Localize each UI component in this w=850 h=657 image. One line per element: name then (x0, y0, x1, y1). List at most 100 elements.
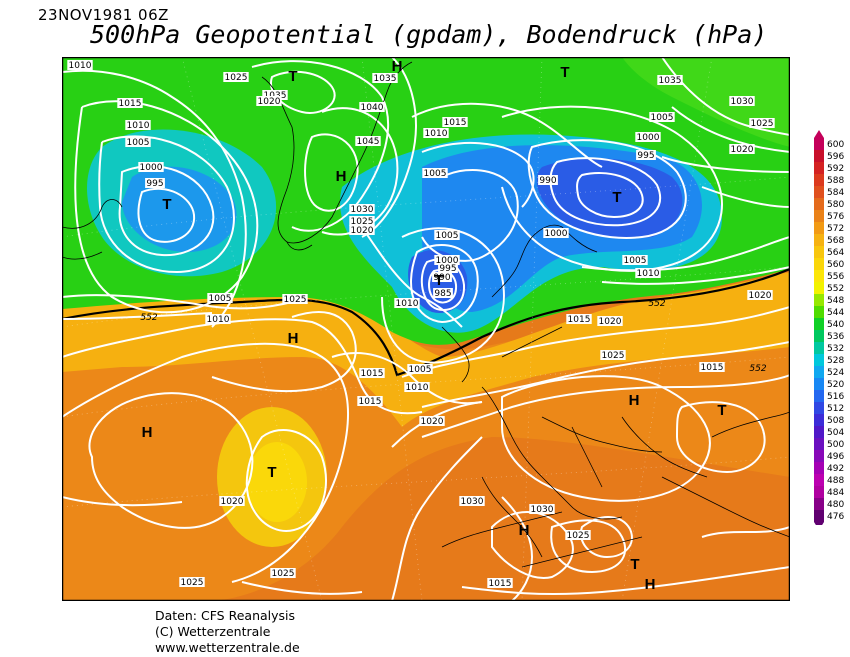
legend-level-label: 528 (827, 356, 844, 366)
legend-level-label: 536 (827, 332, 844, 342)
isobar-label: 1010 (425, 129, 448, 139)
footer-website: www.wetterzentrale.de (155, 640, 300, 655)
isobar-label-bg (729, 96, 755, 106)
legend-swatch (814, 414, 824, 426)
isobar-label: 1000 (637, 133, 660, 143)
isobar-label: 1025 (225, 73, 248, 83)
legend-swatch (814, 366, 824, 378)
isobar-label-bg (433, 288, 453, 298)
contour-552-label: 552 (140, 313, 157, 323)
isobar-label-bg (270, 568, 296, 578)
isobar-label: 995 (439, 264, 456, 274)
legend-level-label: 596 (827, 152, 844, 162)
isobar-label-bg (125, 120, 151, 130)
pressure-high-atlantic-west: H (142, 424, 153, 441)
isobar-label-bg (282, 294, 308, 304)
legend-level-label: 520 (827, 380, 844, 390)
isobar-label-bg (145, 178, 165, 188)
isobar-label-bg (355, 136, 381, 146)
isobar-label-bg (438, 263, 458, 273)
legend-level-label: 556 (827, 272, 844, 282)
isobar-label-bg (729, 144, 755, 154)
isobar-label-bg (262, 90, 288, 100)
legend-swatch (814, 174, 824, 186)
isobar-label: 1015 (568, 315, 591, 325)
chart-title: 500hPa Geopotential (gpdam), Bodendruck … (90, 20, 768, 49)
pressure-low-baffin: T (288, 68, 297, 85)
isobar-label-bg (372, 73, 398, 83)
isobar-label: 1000 (545, 229, 568, 239)
legend-level-label: 580 (827, 200, 844, 210)
isobar-label: 1025 (567, 531, 590, 541)
isobar-label: 1035 (374, 74, 397, 84)
legend-level-label: 500 (827, 440, 844, 450)
isobar-label-bg (349, 225, 375, 235)
isobar-label: 1025 (351, 217, 374, 227)
pressure-low-norway: T (434, 272, 443, 289)
isobar-label: 1015 (444, 118, 467, 128)
contour-552-label: 552 (749, 364, 766, 374)
isobar-label-bg (434, 255, 460, 265)
isobar-label-bg (432, 272, 452, 282)
isobar-label-bg (459, 496, 485, 506)
legend-level-label: 576 (827, 212, 844, 222)
isobar-label: 985 (434, 289, 451, 299)
isobar-label: 1015 (489, 579, 512, 589)
isobar-label: 1005 (624, 256, 647, 266)
isobar-label: 1015 (119, 99, 142, 109)
legend-level-label: 480 (827, 500, 844, 510)
legend-level-label: 504 (827, 428, 844, 438)
legend-level-label: 600 (827, 140, 844, 150)
isobar-label-bg (205, 314, 231, 324)
isobar-label: 1010 (637, 269, 660, 279)
isobar-label-bg (699, 362, 725, 372)
legend-swatch (814, 390, 824, 402)
isobar-label-bg (600, 350, 626, 360)
isobar-label-bg (419, 416, 445, 426)
legend-swatch (814, 138, 824, 150)
legend-swatch (814, 462, 824, 474)
isobar-label: 1010 (69, 61, 92, 71)
isobar-label-bg (635, 132, 661, 142)
isobar-label: 1025 (751, 119, 774, 129)
legend-level-label: 496 (827, 452, 844, 462)
isobar-label: 1015 (361, 369, 384, 379)
legend-level-label: 548 (827, 296, 844, 306)
legend-arrow-top (814, 130, 824, 138)
isobar-label: 1045 (357, 137, 380, 147)
isobar-label: 1005 (651, 113, 674, 123)
isobar-label-bg (422, 168, 448, 178)
pressure-low-sahara: T (630, 556, 639, 573)
isobar-label: 1015 (701, 363, 724, 373)
footer-copyright: (C) Wetterzentrale (155, 624, 271, 639)
isobar-label-bg (657, 75, 683, 85)
isobar-label-bg (649, 112, 675, 122)
footer-data-source: Daten: CFS Reanalysis (155, 608, 296, 623)
isobar-label: 990 (433, 273, 450, 283)
isobar-label-bg (404, 382, 430, 392)
isobar-label: 1010 (127, 121, 150, 131)
isobar-label: 1000 (436, 256, 459, 266)
isobar-label-bg (566, 314, 592, 324)
pressure-high-greenland-s: H (336, 168, 347, 185)
legend-level-label: 564 (827, 248, 844, 258)
legend-swatch (814, 150, 824, 162)
legend-swatch (814, 330, 824, 342)
isobar-label-bg (219, 496, 245, 506)
legend-swatch (814, 258, 824, 270)
legend-swatch (814, 318, 824, 330)
isobar-label-bg (125, 137, 151, 147)
legend-level-label: 592 (827, 164, 844, 174)
isobar-label-bg (538, 175, 558, 185)
weather-map: 1010102510351035104010451020103010251020… (62, 57, 790, 601)
isobar-label: 1005 (409, 365, 432, 375)
legend-swatch (814, 282, 824, 294)
isobar-label-bg (529, 504, 555, 514)
isobar-label: 1010 (406, 383, 429, 393)
pressure-low-turkey: T (717, 402, 726, 419)
legend-swatch (814, 270, 824, 282)
isobar-label: 1020 (258, 97, 281, 107)
legend-level-label: 572 (827, 224, 844, 234)
isobar-label-bg (636, 150, 656, 160)
isobar-label-bg (543, 228, 569, 238)
